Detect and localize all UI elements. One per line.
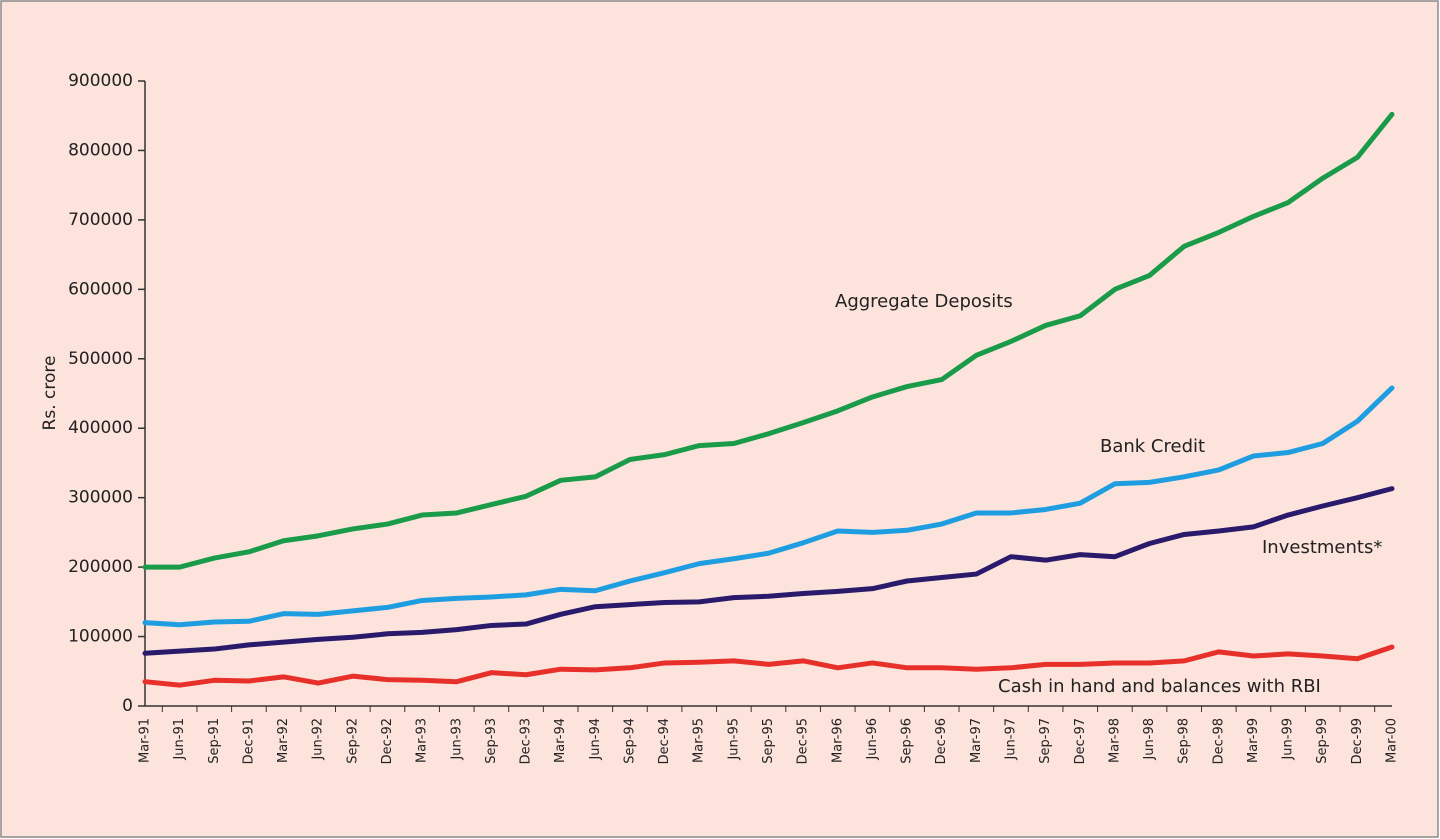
y-axis-label: Rs. crore [40, 356, 60, 431]
x-tick-label: Mar-97 [969, 718, 984, 763]
x-tick-label: Dec-94 [657, 718, 672, 764]
series-label: Investments* [1262, 537, 1382, 558]
x-tick-label: Jun-97 [1003, 718, 1018, 761]
series-line [142, 644, 1395, 688]
y-tick-label: 600000 [68, 279, 133, 299]
x-tick-label: Mar-00 [1385, 718, 1400, 763]
x-tick-label: Dec-99 [1350, 718, 1365, 764]
x-tick-label: Jun-98 [1142, 718, 1157, 761]
x-tick-label: Mar-95 [692, 718, 707, 763]
x-tick-label: Jun-95 [726, 718, 741, 761]
x-tick-label: Jun-94 [588, 718, 603, 761]
y-tick-label: 900000 [68, 71, 133, 91]
series-label: Bank Credit [1100, 436, 1205, 457]
y-tick-label: 100000 [68, 627, 133, 647]
x-tick-label: Jun-93 [449, 718, 464, 761]
x-tick-label: Mar-91 [138, 718, 153, 763]
x-tick-label: Dec-96 [934, 718, 949, 764]
y-tick-label: 500000 [68, 349, 133, 369]
y-tick-label: 700000 [68, 210, 133, 230]
x-tick-label: Dec-92 [380, 718, 395, 764]
x-tick-label: Sep-95 [761, 718, 776, 764]
y-tick-label: 300000 [68, 488, 133, 508]
x-tick-label: Sep-94 [622, 718, 637, 764]
x-tick-label: Jun-92 [311, 718, 326, 761]
x-tick-label: Mar-96 [830, 718, 845, 763]
y-tick-label: 0 [122, 696, 133, 716]
x-tick-label: Mar-94 [553, 718, 568, 763]
series-label: Aggregate Deposits [835, 291, 1013, 312]
x-tick-label: Jun-99 [1281, 718, 1296, 761]
x-tick-label: Dec-97 [1073, 718, 1088, 764]
x-tick-label: Sep-96 [900, 718, 915, 764]
x-tick-label: Jun-96 [865, 718, 880, 761]
x-tick-label: Sep-93 [484, 718, 499, 764]
x-tick-label: Mar-99 [1246, 718, 1261, 763]
x-tick-label: Mar-98 [1107, 718, 1122, 763]
series-line [142, 385, 1395, 628]
x-tick-label: Sep-97 [1038, 718, 1053, 764]
x-tick-label: Mar-93 [415, 718, 430, 763]
x-tick-label: Dec-91 [241, 718, 256, 764]
x-tick-label: Sep-98 [1177, 718, 1192, 764]
x-tick-label: Dec-95 [796, 718, 811, 764]
series-label: Cash in hand and balances with RBI [998, 676, 1321, 697]
x-tick-label: Sep-91 [207, 718, 222, 764]
series-line [142, 486, 1395, 656]
y-tick-label: 400000 [68, 418, 133, 438]
y-tick-label: 800000 [68, 140, 133, 160]
x-tick-label: Dec-98 [1211, 718, 1226, 764]
x-tick-label: Sep-99 [1315, 718, 1330, 764]
y-tick-label: 200000 [68, 557, 133, 577]
x-tick-label: Jun-91 [172, 718, 187, 761]
x-tick-label: Sep-92 [345, 718, 360, 764]
series-line [142, 111, 1395, 570]
x-tick-label: Dec-93 [519, 718, 534, 764]
x-tick-label: Mar-92 [276, 718, 291, 763]
